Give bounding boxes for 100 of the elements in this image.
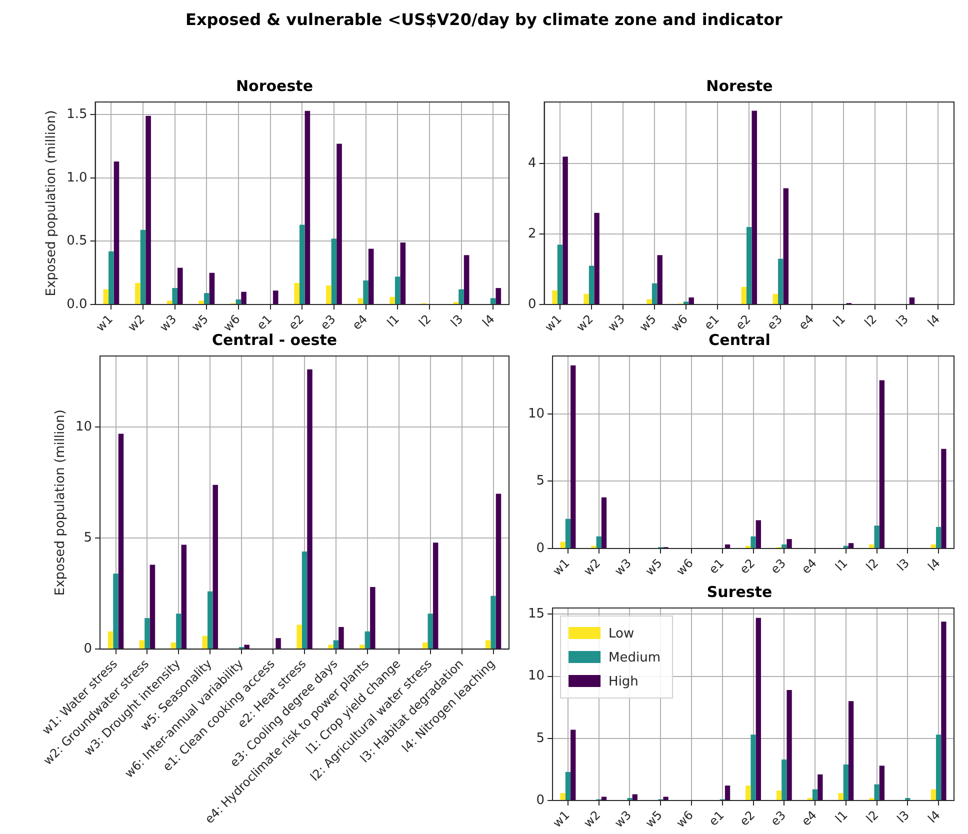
bar [103,289,109,304]
bar [941,448,946,548]
bar [879,380,885,548]
bar [772,294,778,304]
bar [596,536,602,548]
bar [688,297,694,304]
bar [786,690,792,800]
bar [869,544,874,548]
bar [936,526,942,548]
y-tick-label: 4 [528,156,536,171]
bar [208,591,213,649]
y-tick-label: 0 [536,792,545,808]
bar [584,294,589,304]
bar [304,110,310,304]
bar [198,300,204,304]
x-tick-label: e4 [350,312,370,333]
bar [336,144,342,304]
chart-title: Central [708,330,770,349]
bar [176,614,182,649]
y-tick-label: 10 [75,419,92,434]
bar [135,282,140,304]
bar [746,786,751,800]
bar [328,644,334,649]
bar [930,789,936,800]
bar [144,618,150,649]
bar [746,227,752,304]
bar [565,518,571,548]
bar [241,292,246,304]
bar [276,638,281,649]
bar [428,614,433,649]
bar [570,365,576,548]
bar [108,631,114,649]
x-tick-label: w5 [636,312,659,334]
y-tick-label: 1.5 [66,107,88,122]
bar [302,551,308,649]
bar [360,644,365,649]
bar [750,734,756,800]
bar [750,536,756,548]
y-axis-title: Exposed population (million) [53,410,68,596]
legend-label: Medium [608,650,661,666]
x-tick-label: w2 [574,312,596,334]
bar [783,188,789,304]
bar [496,494,502,649]
bar [560,793,566,800]
x-tick-label: l4 [924,312,943,330]
bar [368,248,374,304]
bar [118,434,124,649]
bar [108,251,114,304]
x-tick-label: l2 [863,556,882,574]
x-tick-label: l3 [894,808,912,826]
y-tick-label: 10 [528,668,545,684]
bar [663,796,668,800]
x-tick-label: w6 [668,312,690,334]
x-tick-label: w5 [642,556,665,578]
bar [752,110,758,304]
y-tick-label: 2 [528,226,536,242]
x-tick-label: e3 [768,808,788,829]
bar [552,290,558,304]
bar [782,544,787,548]
bar [601,796,607,800]
bar [741,286,747,304]
bar [307,369,312,649]
x-tick-label: e2 [286,312,306,333]
y-tick-label: 10 [528,406,545,422]
bar [557,244,563,304]
x-tick-label: w5 [642,808,665,830]
x-tick-label: l3 [894,556,912,574]
bar [560,542,566,548]
bar [594,212,600,304]
bar [333,640,339,649]
bar [786,539,792,548]
bar [496,288,502,304]
bar [485,640,491,649]
legend-label: High [608,674,638,690]
y-tick-label: 5 [84,530,92,546]
bar [326,285,332,304]
bar [936,734,942,800]
y-tick-label: 15 [528,606,545,622]
bar [570,730,576,800]
x-tick-label: w3 [612,556,634,578]
x-tick-label: e1 [706,556,727,577]
bar [490,298,496,304]
bar [150,564,156,649]
bar [565,772,571,800]
bar [236,299,242,304]
y-tick-label: 0 [84,642,92,657]
bar [812,789,818,800]
bar [843,764,848,800]
x-tick-label: e2 [732,312,754,333]
bar [848,701,854,800]
bar [400,242,406,304]
bar [588,266,594,304]
bar [166,300,172,304]
bar [652,283,658,304]
bar [874,784,880,800]
chart-title: Noreste [706,76,773,95]
bar [778,258,784,304]
bar [364,631,370,649]
bar [941,622,946,800]
bar [432,542,438,649]
